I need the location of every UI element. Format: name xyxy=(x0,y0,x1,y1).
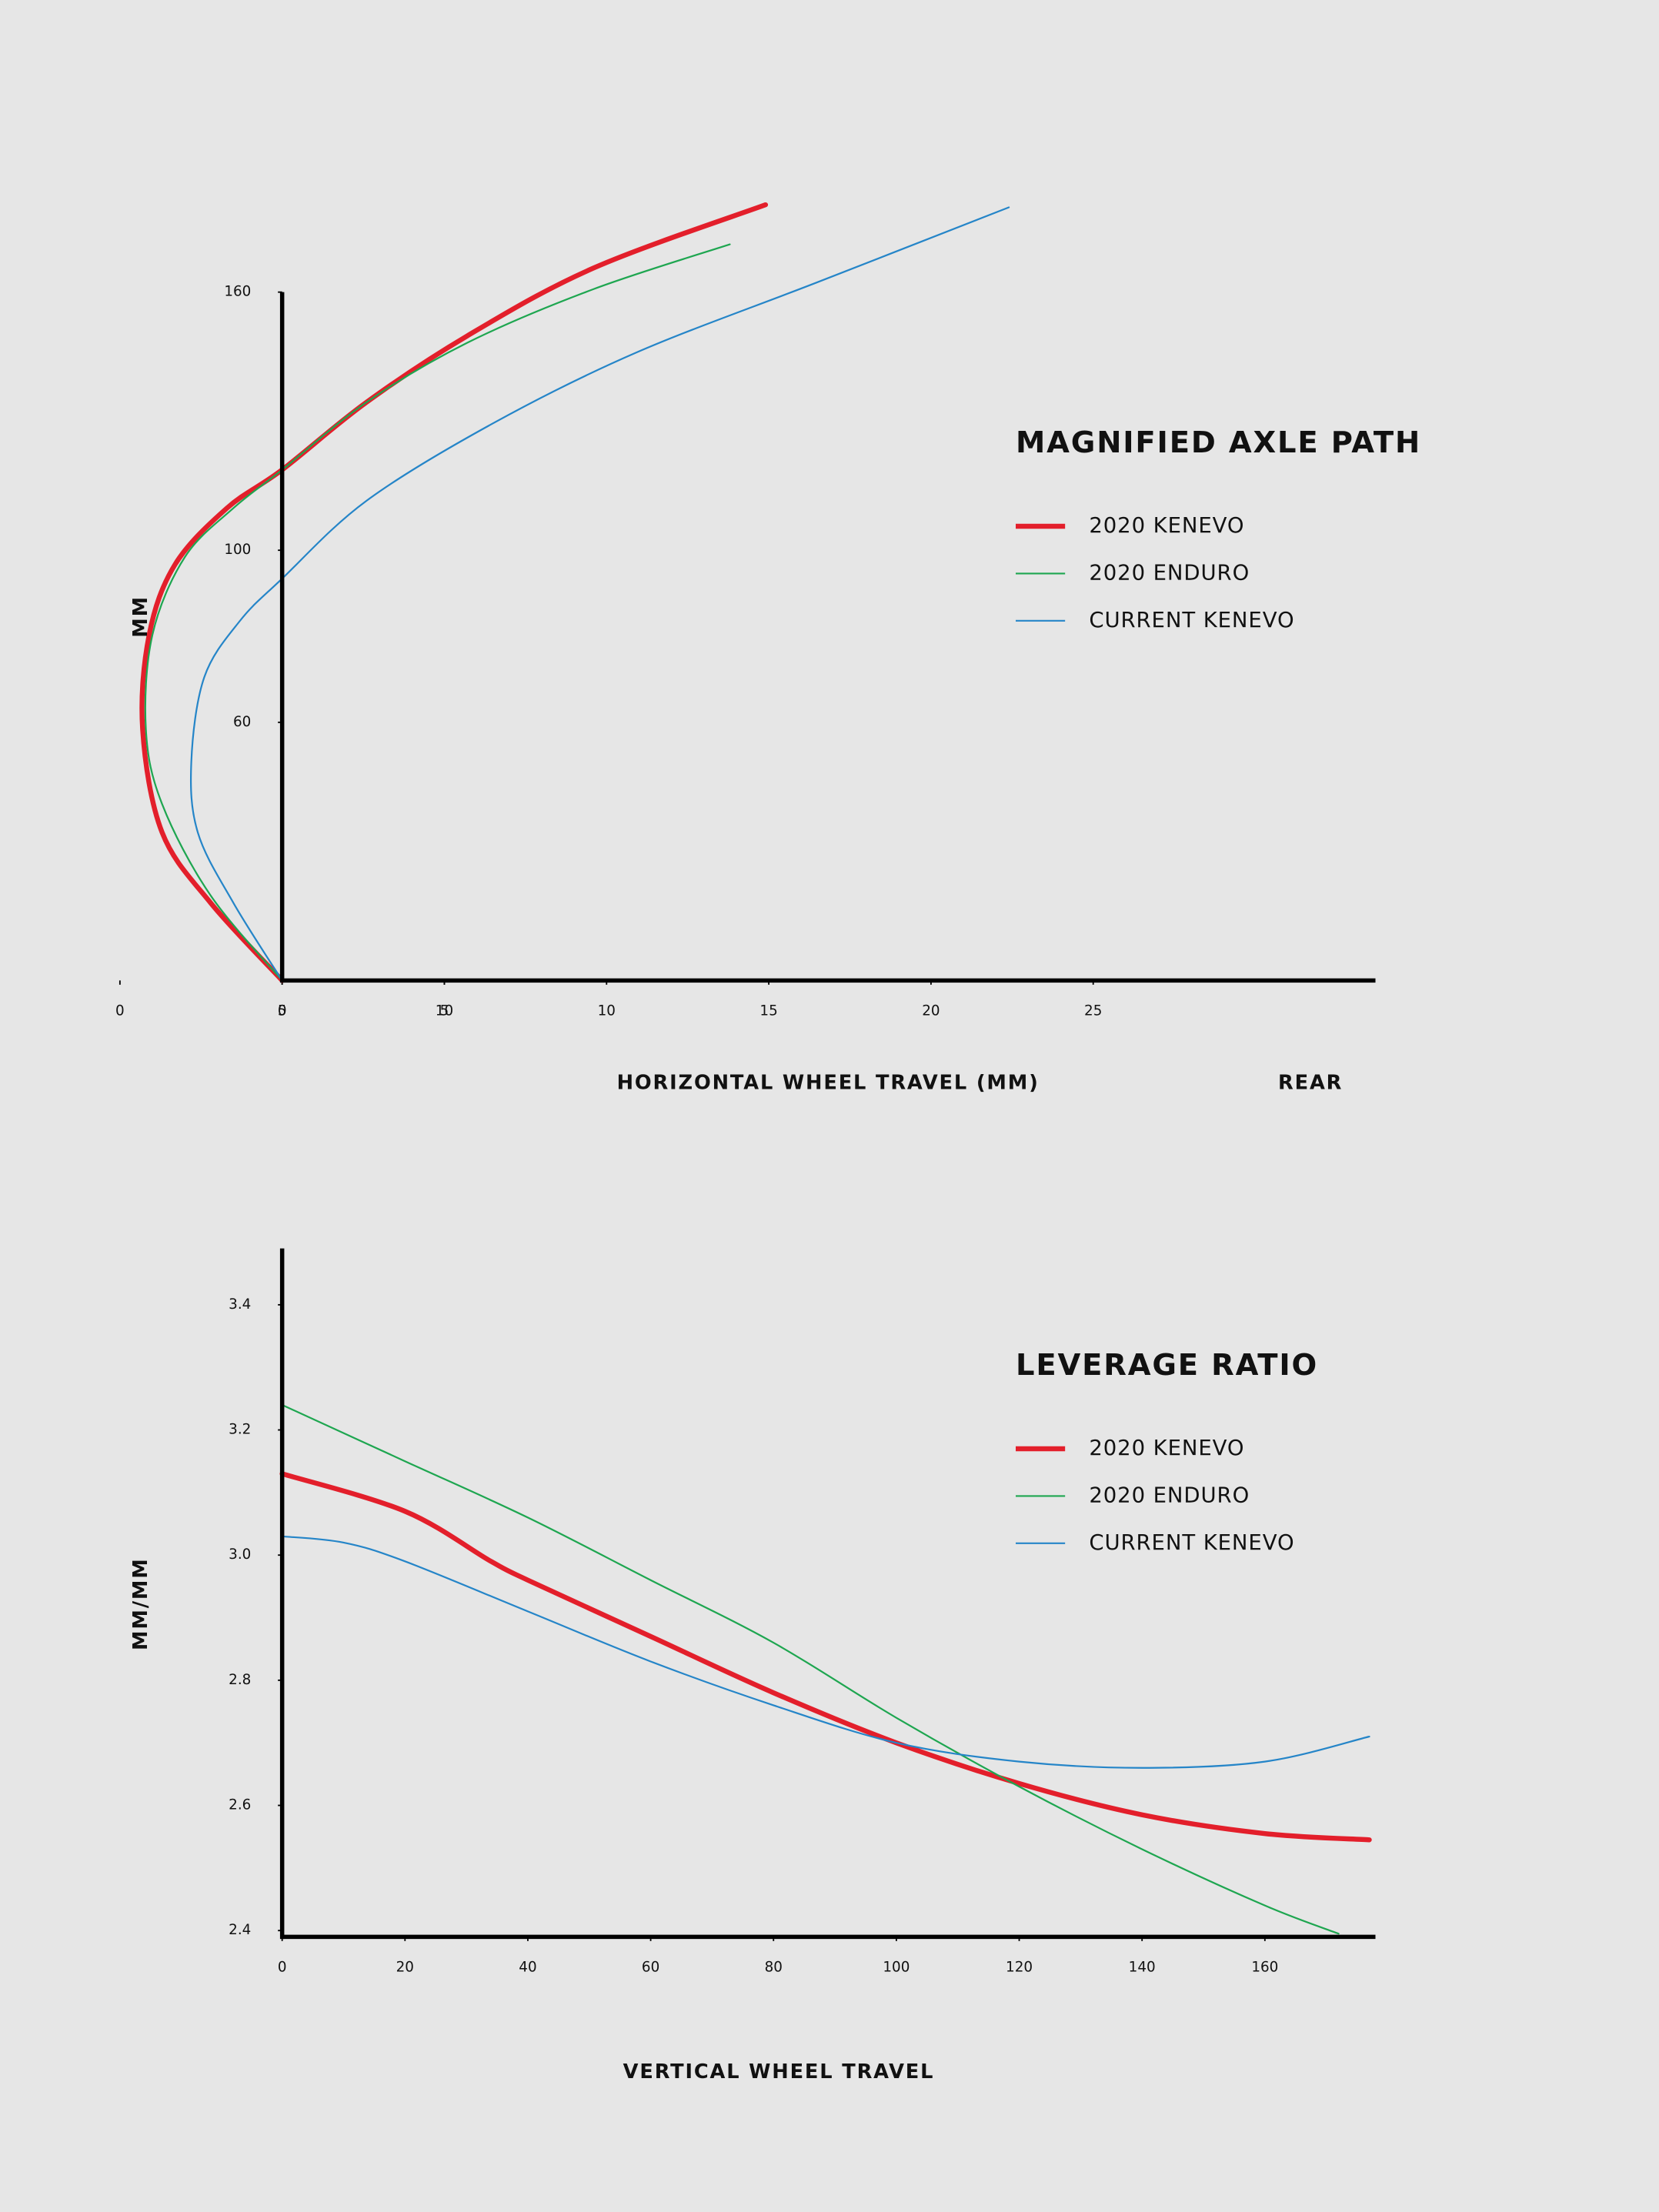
y-tick-label: 2.8 xyxy=(229,1672,251,1688)
x-tick-label: 15 xyxy=(759,1003,777,1019)
x-tick-label: 80 xyxy=(765,1960,783,1976)
x-tick-label: 60 xyxy=(642,1960,659,1976)
x-tick-label: 5 xyxy=(278,1003,287,1019)
x-tick-label: 140 xyxy=(1129,1960,1156,1976)
x-tick-label: 10 xyxy=(598,1003,616,1019)
series-line xyxy=(279,1471,1372,1843)
x-tick-label: 120 xyxy=(1006,1960,1033,1976)
x-tick-label: 160 xyxy=(1251,1960,1278,1976)
y-tick-label: 60 xyxy=(233,714,251,730)
chart-title: LEVERAGE RATIO xyxy=(1016,1348,1318,1383)
x-tick-label: 0 xyxy=(115,1003,125,1019)
x-tick-label: 10 xyxy=(436,1003,453,1019)
y-tick-label: 2.6 xyxy=(229,1797,251,1813)
legend-label: CURRENT KENEVO xyxy=(1089,1530,1294,1555)
chart-title: MAGNIFIED AXLE PATH xyxy=(1016,425,1421,460)
series-line xyxy=(139,202,769,983)
y-tick-label: 160 xyxy=(224,284,251,300)
series-line xyxy=(281,1403,1340,1935)
x-tick-label: 0 xyxy=(278,1003,287,1019)
series-line xyxy=(144,243,731,982)
x-tick-label: 5 xyxy=(440,1003,449,1019)
y-axis-label: MM/MM xyxy=(129,1557,152,1650)
x-tick-label: 20 xyxy=(396,1960,414,1976)
legend-label: 2020 KENEVO xyxy=(1089,1436,1244,1460)
x-axis-label: HORIZONTAL WHEEL TRAVEL (MM) xyxy=(617,1072,1040,1095)
series-line xyxy=(189,206,1010,982)
legend-label: 2020 ENDURO xyxy=(1089,1483,1250,1507)
y-tick-label: 3.2 xyxy=(229,1422,251,1438)
annotation: REAR xyxy=(1278,1072,1343,1095)
legend-label: CURRENT KENEVO xyxy=(1089,608,1294,632)
x-tick-label: 0 xyxy=(278,1960,287,1976)
legend-label: 2020 KENEVO xyxy=(1089,513,1244,538)
y-tick-label: 2.4 xyxy=(229,1922,251,1938)
series-line xyxy=(281,1535,1370,1769)
x-tick-label: 100 xyxy=(883,1960,910,1976)
y-tick-label: 100 xyxy=(224,542,251,558)
x-axis-label: VERTICAL WHEEL TRAVEL xyxy=(623,2060,935,2084)
x-tick-label: 25 xyxy=(1084,1003,1102,1019)
y-tick-label: 3.0 xyxy=(229,1546,251,1563)
x-tick-label: 20 xyxy=(922,1003,940,1019)
legend-label: 2020 ENDURO xyxy=(1089,560,1250,585)
y-tick-label: 3.4 xyxy=(229,1296,251,1313)
x-tick-label: 40 xyxy=(519,1960,536,1976)
y-axis-label: MM xyxy=(129,596,152,638)
